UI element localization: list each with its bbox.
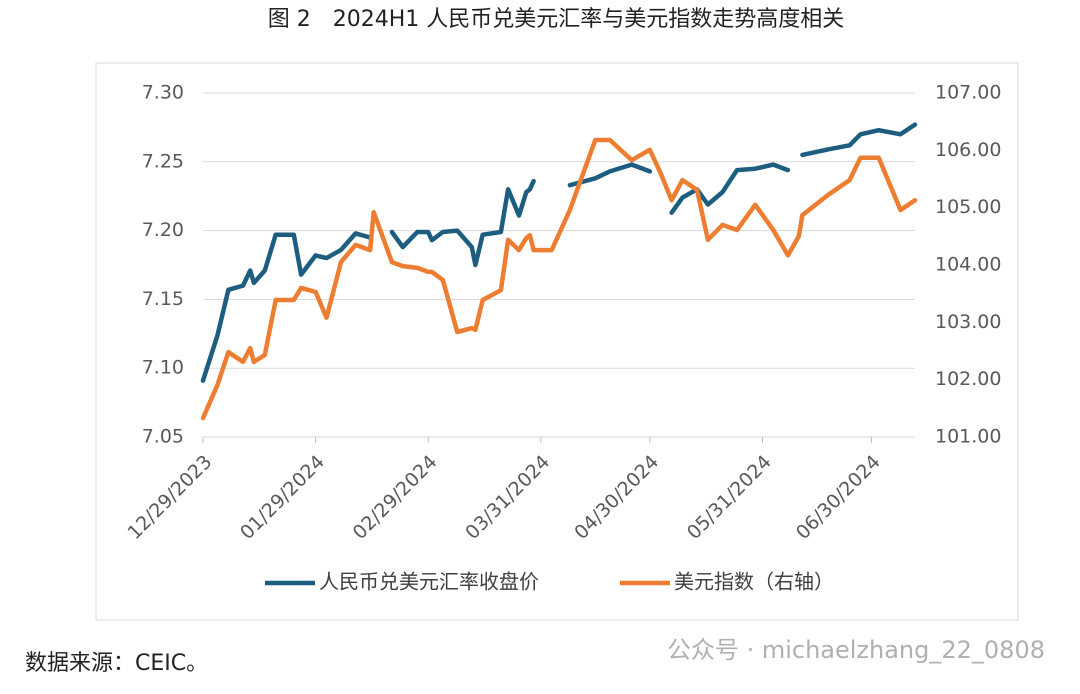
y-tick-label: 7.30	[142, 82, 184, 104]
y2-tick-label: 102.00	[935, 368, 1001, 390]
legend-label: 美元指数（右轴）	[674, 570, 834, 594]
x-tick-label: 05/31/2024	[683, 451, 776, 544]
x-tick-label: 02/29/2024	[349, 451, 442, 544]
chart-frame	[95, 62, 1019, 621]
series-line	[200, 122, 918, 383]
y-tick-label: 7.10	[142, 357, 184, 379]
chart-title: 图 2 2024H1 人民币兑美元汇率与美元指数走势高度相关	[268, 7, 845, 32]
y-tick-label: 7.25	[142, 150, 184, 172]
y2-tick-label: 106.00	[935, 139, 1001, 161]
series-line	[200, 137, 918, 421]
y-tick-label: 7.05	[142, 426, 184, 448]
source-note: 数据来源：CEIC。	[25, 651, 208, 676]
y2-tick-label: 104.00	[935, 254, 1001, 276]
y2-tick-label: 107.00	[935, 82, 1001, 104]
watermark: 公众号 · michaelzhang_22_0808	[667, 636, 1045, 664]
y-tick-label: 7.20	[142, 219, 184, 241]
y-tick-label: 7.15	[142, 288, 184, 310]
y2-tick-label: 103.00	[935, 311, 1001, 333]
x-tick-label: 01/29/2024	[236, 451, 329, 544]
x-tick-label: 04/30/2024	[570, 451, 663, 544]
x-tick-label: 03/31/2024	[461, 451, 554, 544]
y2-tick-label: 101.00	[935, 426, 1001, 448]
x-tick-label: 06/30/2024	[792, 451, 885, 544]
legend-label: 人民币兑美元汇率收盘价	[319, 570, 539, 594]
x-tick-label: 12/29/2023	[123, 451, 216, 544]
y2-tick-label: 105.00	[935, 196, 1001, 218]
